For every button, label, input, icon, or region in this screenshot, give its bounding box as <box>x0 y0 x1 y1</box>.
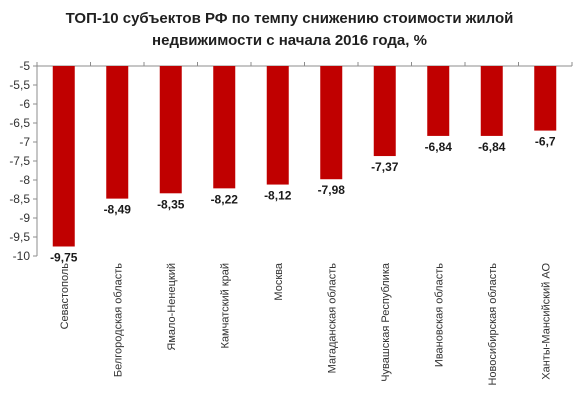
bar <box>320 66 343 180</box>
category-label: Камчатский край <box>219 263 231 348</box>
y-tick-label: -5,5 <box>9 78 30 92</box>
y-tick-label: -6 <box>19 97 30 111</box>
category-label: Чувашская Республика <box>380 262 392 382</box>
y-tick-label: -10 <box>13 249 31 263</box>
bar <box>427 66 450 136</box>
data-label: -8,22 <box>211 192 239 206</box>
category-label: Новосибирская область <box>487 263 499 386</box>
data-label: -8,12 <box>264 189 292 203</box>
chart-title-line-1: ТОП-10 субъектов РФ по темпу снижению ст… <box>65 10 514 27</box>
category-label: Севастополь <box>59 263 71 330</box>
category-label: Ханты-Мансийский АО <box>540 263 552 380</box>
category-label: Магаданская область <box>326 263 338 374</box>
y-tick-label: -8 <box>19 173 30 187</box>
data-label: -6,7 <box>535 135 556 149</box>
bar <box>373 66 396 157</box>
category-label: Ивановская область <box>433 263 445 367</box>
bar <box>213 66 236 189</box>
bar <box>52 66 75 247</box>
y-tick-label: -5 <box>19 59 30 73</box>
bar <box>159 66 182 194</box>
category-label: Белгородская область <box>112 263 124 377</box>
category-label: Москва <box>273 262 285 300</box>
category-label: Ямало-Ненецкий <box>166 263 178 351</box>
bar <box>480 66 503 136</box>
data-label: -9,75 <box>50 251 78 265</box>
y-tick-label: -7 <box>19 135 30 149</box>
y-tick-label: -9 <box>19 211 30 225</box>
data-label: -8,35 <box>157 197 185 211</box>
y-tick-label: -8,5 <box>9 192 30 206</box>
y-tick-label: -7,5 <box>9 154 30 168</box>
data-label: -6,84 <box>478 140 506 154</box>
chart-title: ТОП-10 субъектов РФ по темпу снижению ст… <box>0 8 579 52</box>
chart-title-line-2: недвижимости с начала 2016 года, % <box>152 32 427 49</box>
data-label: -8,49 <box>104 203 132 217</box>
data-label: -6,84 <box>425 140 453 154</box>
bar <box>534 66 557 131</box>
y-tick-label: -6,5 <box>9 116 30 130</box>
bar <box>266 66 289 185</box>
y-tick-label: -9,5 <box>9 230 30 244</box>
bar <box>106 66 129 199</box>
data-label: -7,37 <box>371 160 399 174</box>
data-label: -7,98 <box>318 183 346 197</box>
